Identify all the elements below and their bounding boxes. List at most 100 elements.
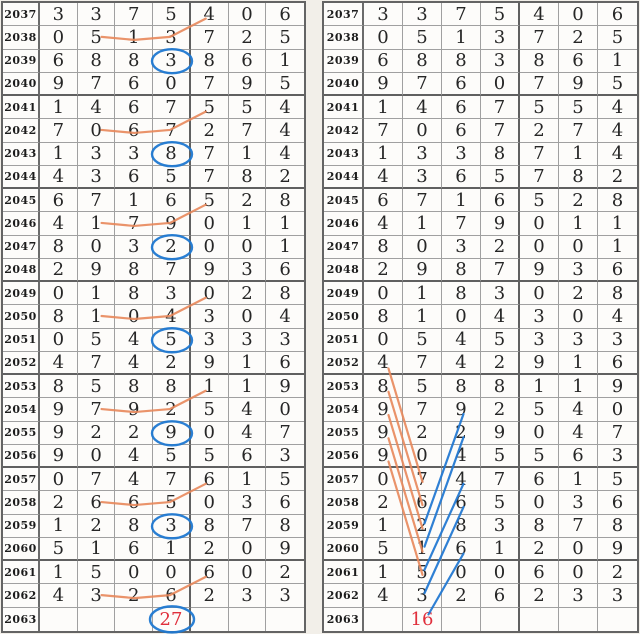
digit-cell: 6 (520, 468, 559, 492)
digit-cell: 2 (481, 235, 520, 259)
digit-cell: 6 (442, 537, 481, 562)
digit-cell: 1 (598, 212, 637, 236)
digit-cell: 7 (403, 189, 442, 213)
digit-cell: 3 (115, 142, 154, 166)
year-cell: 2047 (3, 235, 40, 259)
digit-cell: 2 (77, 514, 116, 538)
year-cell: 2038 (3, 26, 40, 50)
digit-cell: 7 (77, 398, 116, 422)
left-number-table: 2037 3 3 7 5 4 0 6 2038 0 5 1 3 7 2 5 2039 6 8 8 3 8 6 1 2040 9 7 6… (1, 1, 306, 633)
digit-cell: 0 (228, 3, 267, 27)
digit-cell: 1 (40, 96, 78, 120)
year-cell: 2063 (3, 607, 40, 631)
digit-cell: 3 (403, 584, 442, 608)
year-cell: 2061 (3, 561, 40, 585)
digit-cell: 3 (190, 328, 229, 352)
year-cell: 2051 (3, 328, 40, 352)
digit-cell: 2 (559, 26, 598, 50)
digit-cell: 0 (190, 282, 229, 306)
digit-cell: 9 (228, 72, 267, 97)
digit-cell: 4 (364, 165, 403, 190)
digit-cell: 5 (153, 491, 191, 515)
digit-cell: 0 (77, 235, 116, 259)
digit-cell: 6 (559, 49, 598, 73)
digit-cell: 4 (40, 584, 78, 608)
digit-cell: 1 (115, 189, 154, 213)
digit-cell: 5 (481, 165, 520, 190)
digit-cell: 5 (228, 96, 267, 120)
year-cell: 2055 (3, 421, 40, 445)
digit-cell: 8 (266, 189, 304, 213)
digit-cell: 9 (364, 421, 403, 445)
digit-cell: 5 (481, 491, 520, 515)
digit-cell: 0 (559, 561, 598, 585)
digit-cell: 1 (403, 282, 442, 306)
digit-cell: 1 (228, 468, 267, 492)
digit-cell: 2 (598, 166, 637, 190)
digit-cell: 6 (40, 49, 78, 73)
digit-cell: 5 (520, 96, 559, 120)
digit-cell: 9 (266, 375, 304, 399)
digit-cell: 5 (403, 328, 442, 352)
digit-cell: 4 (40, 351, 78, 376)
digit-cell: 9 (598, 538, 637, 562)
year-cell: 2062 (3, 584, 40, 608)
digit-cell: 1 (228, 212, 267, 236)
digit-cell: 5 (190, 96, 229, 120)
digit-cell: 9 (190, 258, 229, 283)
digit-cell: 8 (442, 282, 481, 306)
year-cell: 2052 (3, 351, 40, 376)
digit-cell: 9 (481, 212, 520, 236)
digit-cell: 9 (598, 375, 637, 399)
digit-cell: 2 (364, 491, 403, 515)
digit-cell: 5 (559, 96, 598, 120)
digit-cell: 4 (364, 351, 403, 376)
digit-cell: 1 (364, 561, 403, 585)
digit-cell: 6 (442, 165, 481, 190)
digit-cell: 2 (520, 584, 559, 608)
digit-cell: 6 (442, 72, 481, 97)
digit-cell: 8 (266, 515, 304, 538)
year-cell: 2053 (3, 375, 40, 399)
digit-cell: 1 (403, 212, 442, 236)
digit-cell: 7 (403, 468, 442, 492)
digit-cell: 7 (77, 189, 116, 213)
digit-cell: 4 (228, 398, 267, 422)
digit-cell: 5 (481, 3, 520, 27)
digit-cell: 1 (77, 537, 116, 562)
year-cell: 2057 (324, 468, 364, 492)
digit-cell: 0 (364, 282, 403, 306)
digit-cell: 6 (598, 352, 637, 376)
digit-cell: 0 (228, 561, 267, 585)
digit-cell: 0 (40, 468, 78, 492)
digit-cell: 2 (115, 584, 154, 608)
digit-cell: 7 (559, 119, 598, 143)
digit-cell: 7 (403, 72, 442, 97)
digit-cell: 8 (364, 305, 403, 329)
digit-cell: 4 (266, 119, 304, 143)
digit-cell: 7 (481, 258, 520, 283)
year-cell: 2060 (3, 537, 40, 562)
digit-cell: 8 (442, 375, 481, 399)
digit-cell: 4 (442, 444, 481, 469)
digit-cell: 5 (403, 561, 442, 585)
digit-cell: 3 (481, 26, 520, 50)
digit-cell: 0 (442, 561, 481, 585)
digit-cell: 4 (190, 3, 229, 27)
year-cell: 2049 (3, 282, 40, 306)
digit-cell: 8 (40, 375, 78, 399)
digit-cell (78, 607, 116, 631)
digit-cell: 9 (190, 351, 229, 376)
digit-cell: 9 (77, 258, 116, 283)
digit-cell: 7 (559, 514, 598, 538)
digit-cell: 2 (40, 258, 78, 283)
digit-cell: 7 (190, 142, 229, 166)
digit-cell: 2 (442, 421, 481, 445)
digit-cell: 8 (364, 375, 403, 399)
digit-cell: 2 (190, 537, 229, 562)
digit-cell: 0 (77, 119, 116, 143)
digit-cell: 1 (77, 282, 116, 306)
digit-cell: 8 (228, 165, 267, 190)
digit-cell: 8 (481, 142, 520, 166)
